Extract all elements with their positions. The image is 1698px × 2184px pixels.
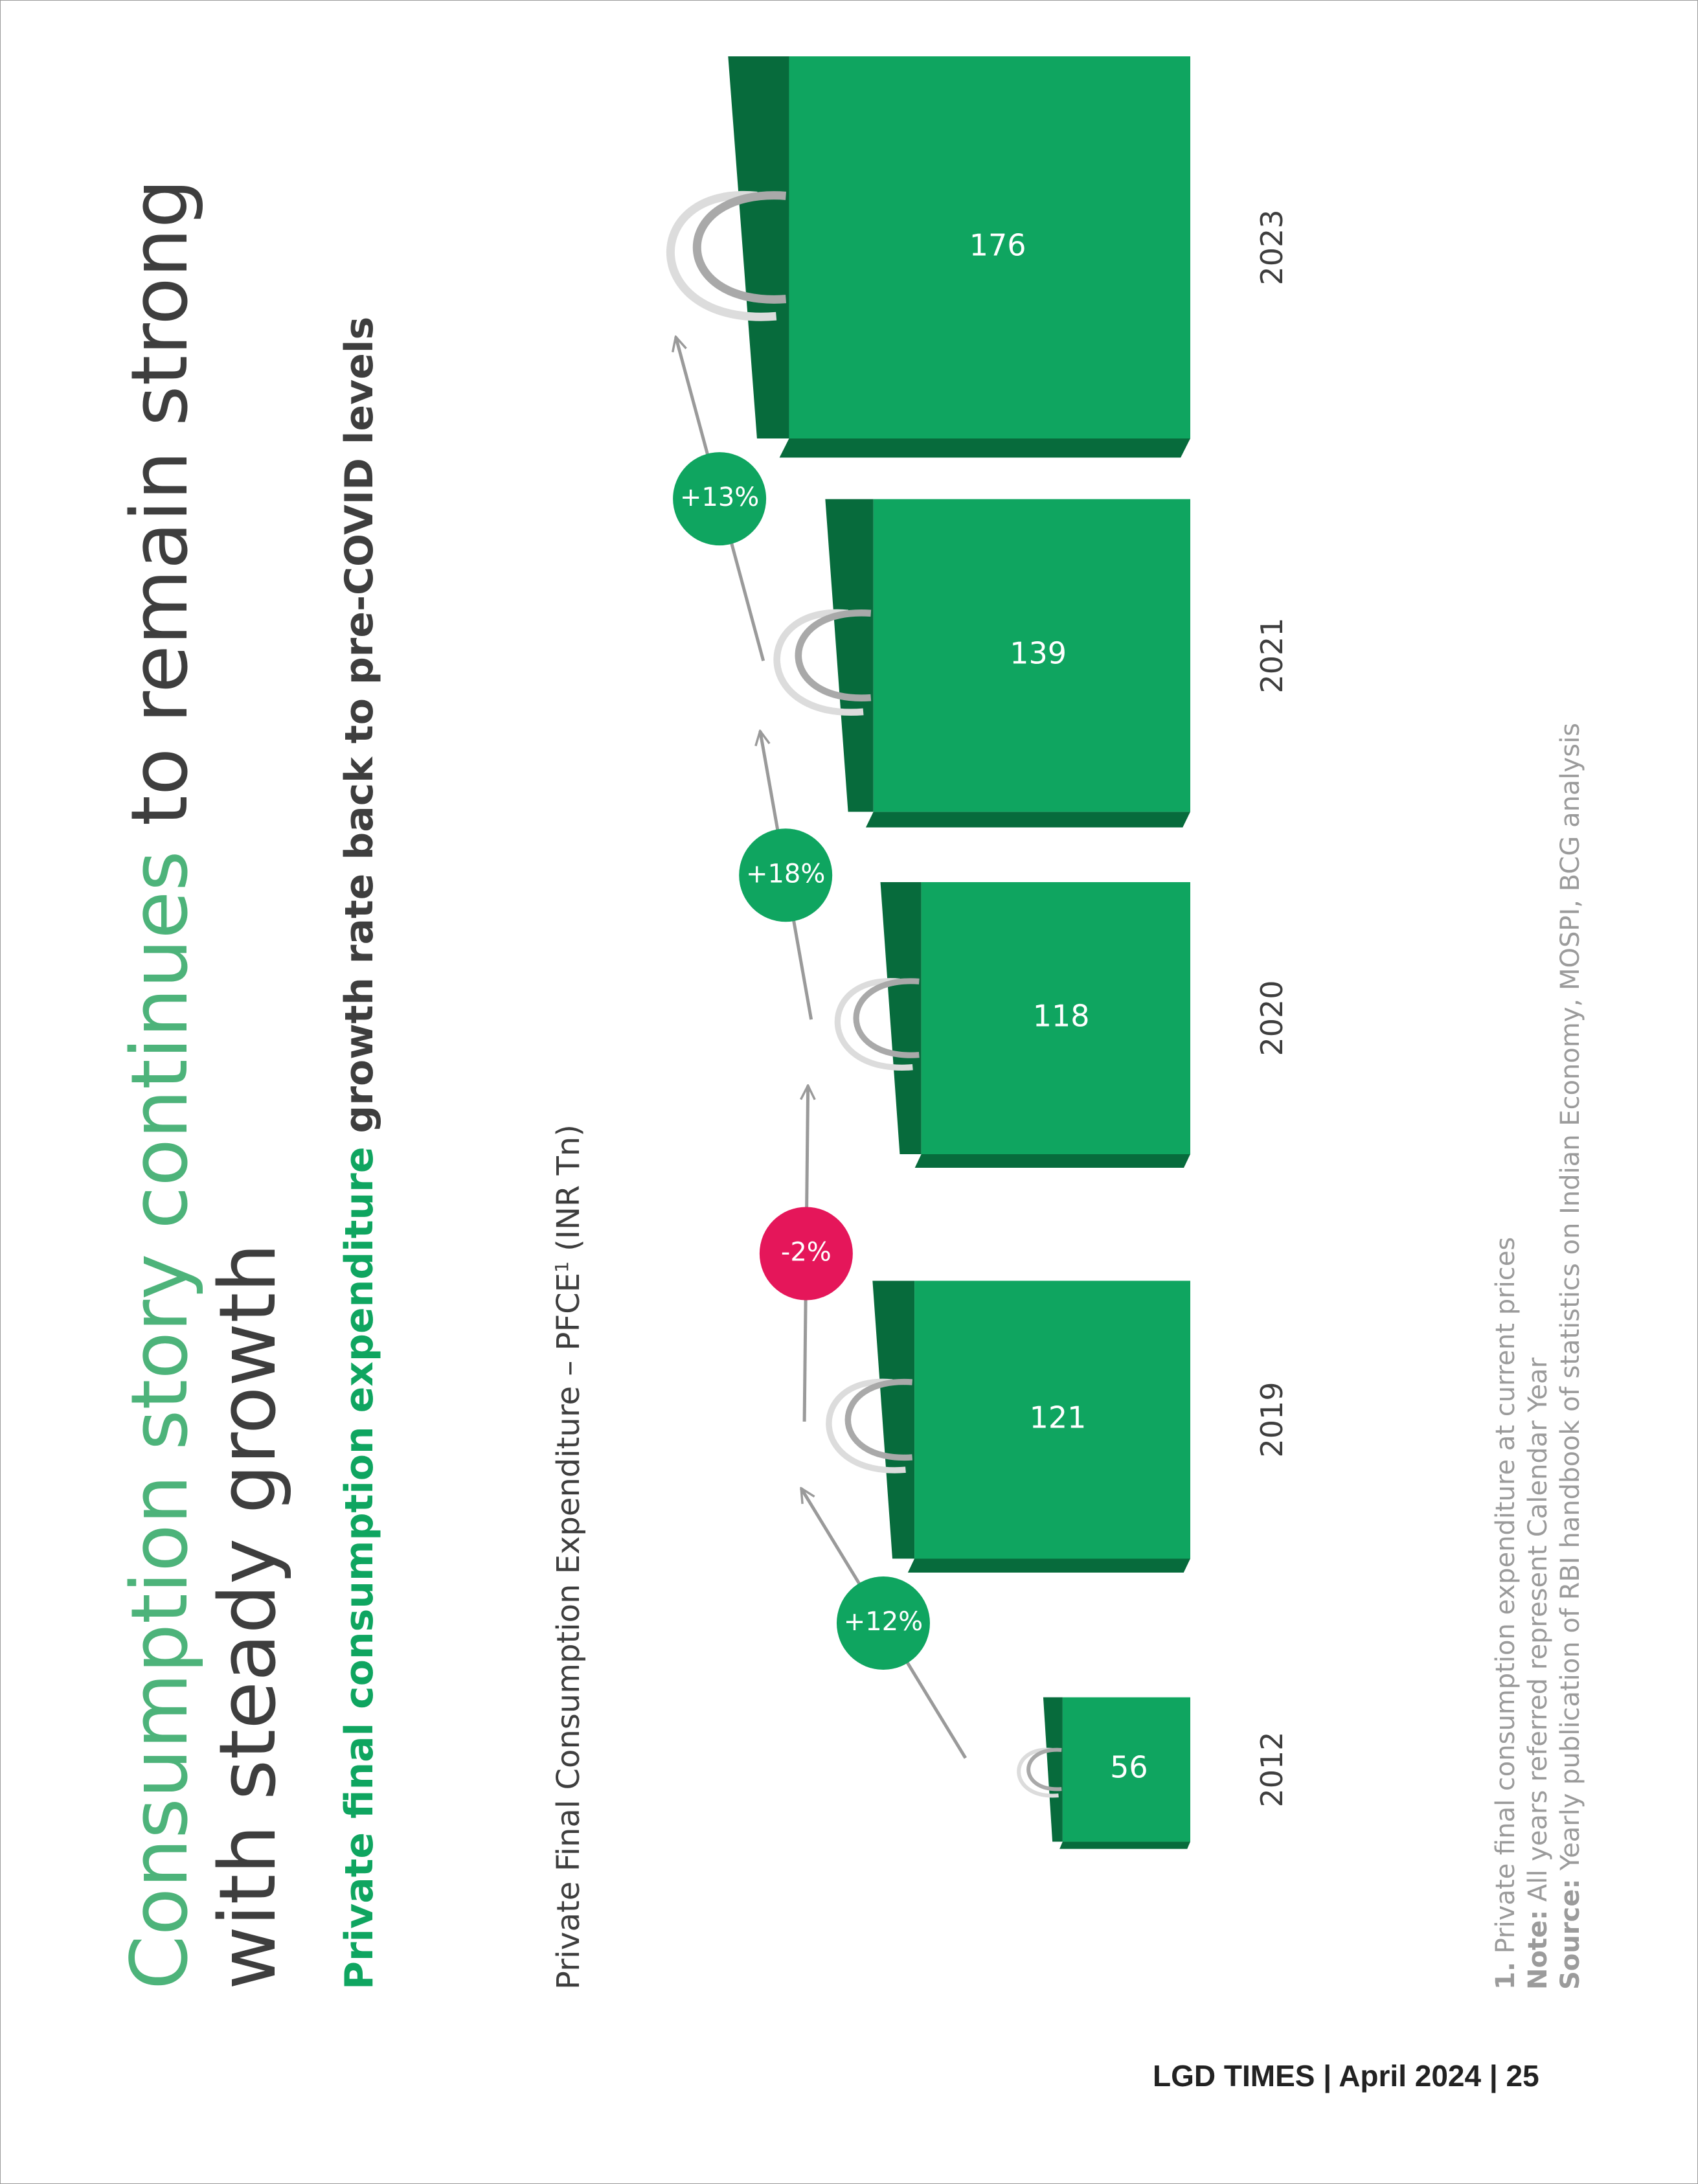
bag-back-panel	[872, 1280, 915, 1559]
bag-front-panel	[1062, 1697, 1190, 1842]
bag-handle-back	[773, 609, 864, 716]
source-text: Yearly publication of RBI handbook of st…	[1556, 722, 1585, 1871]
bag-side-panel	[779, 438, 1190, 458]
shopping-bag-bar	[666, 56, 1190, 458]
growth-badge-label: +13%	[680, 483, 759, 512]
x-tick-label: 2012	[1254, 1731, 1289, 1807]
x-tick-label: 2021	[1254, 617, 1289, 693]
note-text: All years referred represent Calendar Ye…	[1523, 1357, 1553, 1902]
bag-front-panel	[873, 499, 1190, 812]
bag-handle-front	[844, 1378, 913, 1461]
x-tick-label: 2020	[1254, 980, 1289, 1056]
bag-handle-back	[826, 1378, 906, 1473]
footer-date: April 2024	[1339, 2059, 1482, 2093]
bag-back-panel	[825, 499, 874, 812]
shopping-bag-bar	[773, 499, 1190, 828]
growth-badge	[673, 452, 767, 546]
footnote-1: 1. Private final consumption expenditure…	[1489, 723, 1522, 1990]
page-footer: LGD TIMES | April 2024 | 25	[1153, 2059, 1539, 2093]
growth-badge-label: +18%	[746, 859, 825, 889]
x-tick-label: 2019	[1254, 1382, 1289, 1457]
bag-front-panel	[789, 56, 1190, 438]
bag-back-panel	[728, 56, 789, 438]
bar-value-label: 176	[969, 228, 1026, 263]
shopping-bag-bar	[834, 882, 1190, 1168]
bag-side-panel	[1059, 1841, 1190, 1849]
bag-side-panel	[865, 812, 1190, 828]
bar-value-label: 121	[1030, 1400, 1087, 1435]
growth-badge	[836, 1576, 930, 1670]
bag-handle-front	[853, 978, 920, 1058]
growth-badge-label: -2%	[781, 1237, 832, 1267]
footnote-1-marker: 1.	[1491, 1961, 1521, 1990]
bag-side-panel	[914, 1154, 1190, 1168]
bag-handle-front	[1026, 1747, 1062, 1792]
note-line: Note: All years referred represent Calen…	[1522, 723, 1554, 1990]
note-label: Note:	[1523, 1909, 1553, 1990]
bag-back-panel	[880, 882, 922, 1155]
bag-handle-back	[666, 190, 777, 321]
bars-group	[666, 56, 1190, 1849]
growth-badge	[759, 1207, 853, 1301]
bag-handle-back	[1017, 1747, 1059, 1798]
growth-badge-label: +12%	[844, 1607, 923, 1637]
growth-badge	[739, 828, 833, 922]
bag-front-panel	[914, 1280, 1190, 1559]
bag-handle-front	[692, 191, 786, 304]
footer-page-number: 25	[1506, 2059, 1539, 2093]
bar-value-label: 118	[1033, 999, 1090, 1034]
shopping-bag-bar	[826, 1280, 1190, 1573]
footer-publication: LGD TIMES	[1153, 2059, 1315, 2093]
bag-handle-front	[795, 609, 872, 701]
source-label: Source:	[1556, 1878, 1585, 1990]
labels-group: 56 2012 121 2019 118 2020 139 2021 176 2023 +12% -2…	[673, 209, 1289, 1808]
source-line: Source: Yearly publication of RBI handbo…	[1554, 723, 1587, 1990]
bag-side-panel	[907, 1558, 1190, 1573]
footnote-1-text: Private final consumption expenditure at…	[1491, 1236, 1521, 1954]
bag-back-panel	[1043, 1697, 1063, 1842]
x-tick-label: 2023	[1254, 209, 1289, 285]
bag-front-panel	[921, 882, 1190, 1155]
bag-handle-back	[834, 977, 913, 1071]
footnotes: 1. Private final consumption expenditure…	[1489, 723, 1587, 1990]
bar-value-label: 56	[1110, 1750, 1148, 1785]
shopping-bag-bar	[1017, 1697, 1190, 1849]
bar-value-label: 139	[1010, 636, 1067, 671]
